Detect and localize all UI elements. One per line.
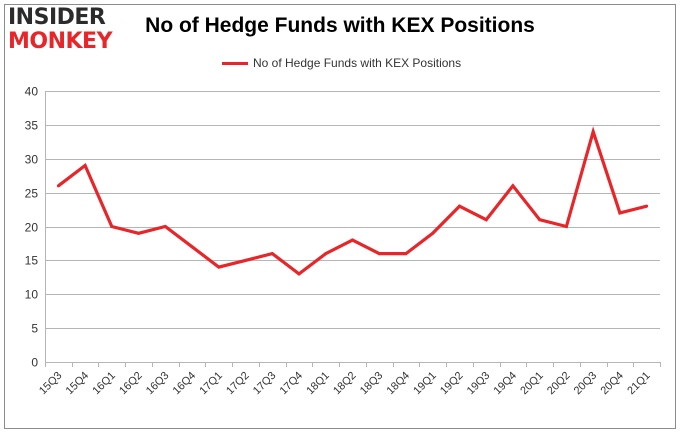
x-tick-label: 18Q3 — [358, 370, 386, 398]
series-layer — [56, 126, 649, 276]
data-point — [484, 218, 488, 222]
y-tick-label: 40 — [25, 85, 39, 99]
y-tick-label: 10 — [25, 288, 39, 302]
insider-monkey-logo: INSIDER MONKEY — [8, 6, 132, 56]
x-tick-label: 17Q1 — [197, 370, 225, 398]
data-point — [618, 211, 622, 215]
x-tick-label: 19Q4 — [492, 370, 520, 398]
y-axis-ticks: 0 5 10 15 20 25 30 35 40 — [25, 85, 39, 370]
x-tick-label: 19Q2 — [438, 370, 466, 398]
x-tick-label: 18Q1 — [304, 370, 332, 398]
y-tick-label: 30 — [25, 153, 39, 167]
x-tick-label: 20Q4 — [598, 370, 626, 398]
x-tick-label: 17Q2 — [224, 370, 252, 398]
data-point — [377, 252, 381, 256]
data-point — [404, 252, 408, 256]
data-point — [190, 245, 194, 249]
y-tick-label: 35 — [25, 119, 39, 133]
data-point — [457, 204, 461, 208]
chart-title: No of Hedge Funds with KEX Positions — [145, 14, 535, 37]
data-point — [56, 184, 60, 188]
data-point — [110, 225, 114, 228]
data-point — [217, 265, 221, 269]
data-point — [270, 252, 274, 256]
x-tick-label: 20Q1 — [518, 370, 546, 398]
legend-swatch — [222, 61, 248, 65]
legend-label: No of Hedge Funds with KEX Positions — [253, 56, 462, 70]
data-point — [297, 272, 301, 276]
data-point — [511, 184, 515, 188]
y-tick-label: 0 — [31, 356, 38, 370]
x-tick-label: 15Q3 — [37, 370, 65, 398]
x-tick-label: 18Q4 — [385, 370, 413, 398]
x-axis-ticks: 15Q3 15Q4 16Q1 16Q2 16Q3 16Q4 17Q1 17Q2 17Q3 17Q4… — [37, 362, 661, 397]
chart-border — [4, 4, 676, 429]
x-tick-label: 20Q2 — [545, 370, 573, 398]
x-tick-label: 17Q4 — [278, 370, 306, 398]
x-tick-label: 16Q3 — [144, 370, 172, 398]
data-point — [324, 252, 328, 256]
logo-text-insider: INSIDER — [8, 5, 106, 30]
x-tick-label: 19Q3 — [465, 370, 493, 398]
data-point — [163, 225, 167, 228]
y-tick-label: 25 — [25, 187, 39, 201]
x-tick-label: 20Q3 — [572, 370, 600, 398]
data-point — [538, 218, 542, 222]
x-tick-label: 17Q3 — [251, 370, 279, 398]
logo-text-monkey: MONKEY — [8, 29, 113, 54]
data-point — [137, 231, 141, 235]
y-tick-label: 5 — [31, 322, 38, 336]
x-tick-label: 15Q4 — [64, 370, 92, 398]
x-tick-label: 18Q2 — [331, 370, 359, 398]
data-point — [645, 204, 649, 208]
data-point — [83, 164, 87, 168]
x-tick-label: 19Q1 — [411, 370, 439, 398]
data-point — [244, 258, 248, 262]
y-tick-label: 15 — [25, 254, 39, 268]
chart-legend: No of Hedge Funds with KEX Positions — [222, 55, 461, 71]
x-tick-label: 16Q2 — [117, 370, 145, 398]
data-point — [591, 130, 595, 134]
data-point — [351, 238, 354, 242]
x-tick-label: 16Q1 — [90, 370, 118, 398]
data-point — [431, 231, 435, 235]
series-line — [57, 126, 647, 276]
x-tick-label: 21Q1 — [625, 370, 653, 398]
y-tick-label: 20 — [25, 221, 39, 235]
data-point — [564, 225, 568, 228]
grid-lines — [45, 91, 660, 363]
x-tick-label: 16Q4 — [171, 370, 199, 398]
